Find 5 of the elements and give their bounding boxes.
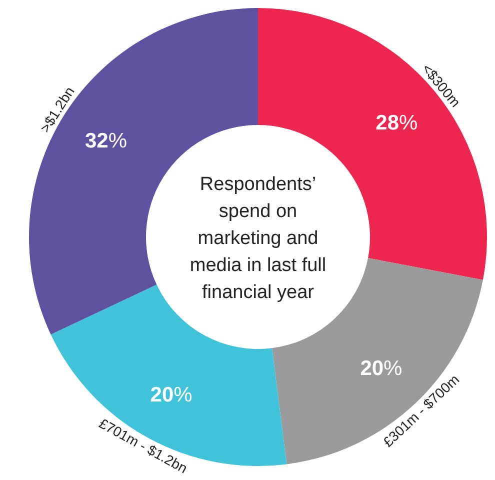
data-label: 32% — [85, 129, 128, 152]
data-label: 28% — [376, 110, 418, 134]
text: Respondents’ spend on marketing and media in last full financial year — [190, 174, 326, 303]
data-label: 20% — [150, 383, 192, 406]
data-label: 20% — [360, 356, 402, 380]
